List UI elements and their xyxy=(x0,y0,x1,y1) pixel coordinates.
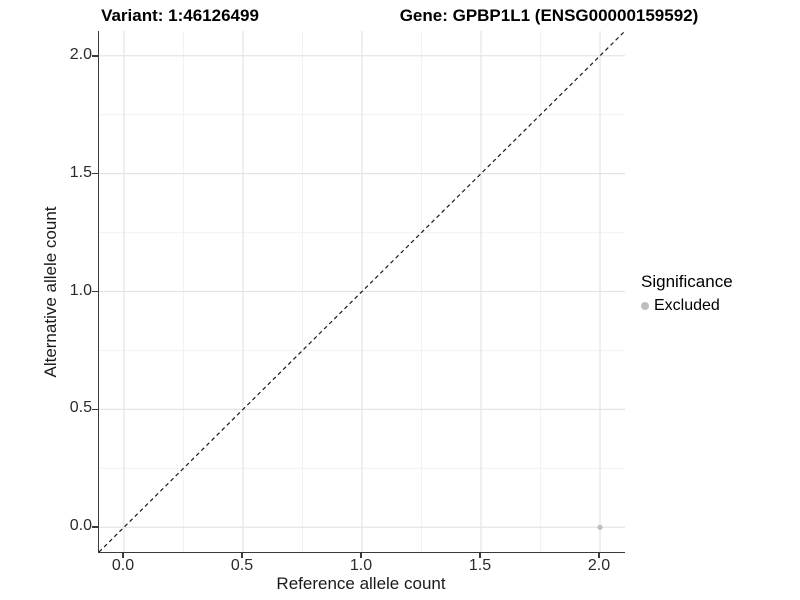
identity-reference-line xyxy=(99,31,625,552)
x-axis-label: Reference allele count xyxy=(276,574,446,593)
y-tick-label: 0.0 xyxy=(69,517,92,535)
x-tick-label: 0.5 xyxy=(230,557,254,574)
plot-panel xyxy=(98,31,625,553)
x-tick-mark xyxy=(598,552,600,558)
x-tick-label: 0.0 xyxy=(111,557,135,574)
plot-area-svg xyxy=(99,31,625,552)
y-tick-mark xyxy=(92,408,98,411)
legend-entries: Excluded xyxy=(641,297,733,315)
data-point xyxy=(597,524,603,530)
y-tick-label: 0.5 xyxy=(69,399,92,417)
x-tick-mark xyxy=(360,552,362,558)
y-tick-label: 1.5 xyxy=(69,163,92,181)
legend-entry-label: Excluded xyxy=(654,297,720,314)
y-tick-label: 1.0 xyxy=(69,281,92,299)
legend-entry: Excluded xyxy=(641,297,733,315)
legend-title: Significance xyxy=(641,272,733,291)
x-tick-label: 1.0 xyxy=(349,557,373,574)
x-tick-label: 2.0 xyxy=(587,557,611,574)
y-tick-label: 2.0 xyxy=(69,45,92,63)
x-tick-mark xyxy=(479,552,481,558)
x-tick-label: 1.5 xyxy=(468,557,492,574)
legend: Significance Excluded xyxy=(641,272,733,315)
y-tick-mark xyxy=(92,526,98,528)
x-tick-mark xyxy=(241,552,243,558)
x-tick-mark xyxy=(122,552,124,558)
y-tick-mark xyxy=(92,290,98,293)
legend-key-dot-icon xyxy=(641,302,649,310)
chart-title-variant: Variant: 1:46126499 xyxy=(101,6,259,25)
y-tick-mark xyxy=(92,172,98,175)
chart-title-gene: Gene: GPBP1L1 (ENSG00000159592) xyxy=(399,6,699,25)
y-tick-mark xyxy=(92,55,98,57)
